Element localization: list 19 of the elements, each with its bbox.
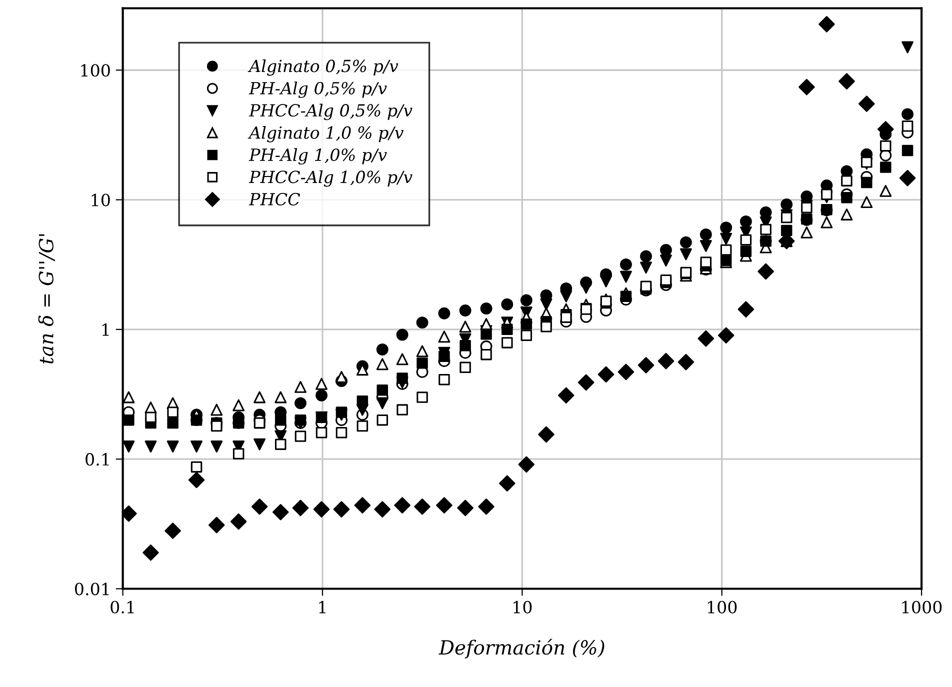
y-tick-label: 100 bbox=[81, 64, 110, 77]
x-tick-label: 1000 bbox=[902, 600, 942, 614]
y-tick-label: 10 bbox=[92, 194, 110, 206]
x-axis-title: Deformación (%) bbox=[438, 638, 604, 659]
legend-label: PHCC-Alg 1,0% p/v bbox=[248, 170, 412, 187]
legend-label: Alginato 1,0 % p/v bbox=[248, 126, 404, 142]
x-tick-label: 1 bbox=[319, 600, 326, 614]
y-axis-title: tan δ = G''/G' bbox=[38, 234, 55, 364]
legend-label: Alginato 0,5% p/v bbox=[248, 59, 398, 76]
legend-label: PHCC bbox=[248, 192, 300, 206]
legend-label: PH-Alg 1,0% p/v bbox=[248, 148, 387, 165]
x-tick-label: 0.1 bbox=[110, 600, 134, 614]
x-tick-label: 100 bbox=[708, 600, 737, 614]
y-tick-label: 1 bbox=[102, 323, 109, 336]
y-tick-label: 0.1 bbox=[86, 453, 109, 466]
y-tick-label: 0.01 bbox=[74, 582, 109, 596]
legend-label: PH-Alg 0,5% p/v bbox=[248, 82, 387, 98]
x-tick-label: 10 bbox=[514, 600, 532, 614]
legend-label: PHCC-Alg 0,5% p/v bbox=[248, 104, 412, 120]
